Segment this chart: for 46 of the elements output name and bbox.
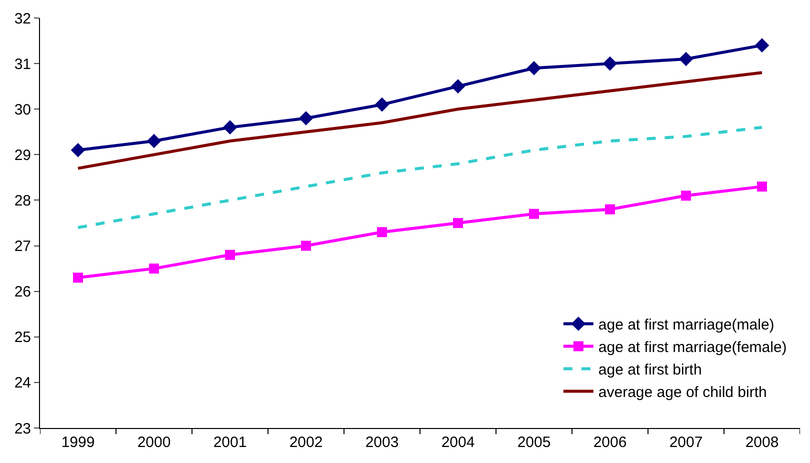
y-tick-label: 29 [14, 146, 31, 164]
x-tick-label: 1999 [61, 434, 95, 451]
x-tick-label: 2003 [365, 434, 399, 451]
x-tick-label: 2002 [289, 434, 323, 451]
point [602, 56, 618, 71]
point [450, 79, 466, 94]
y-tick-label: 26 [14, 284, 31, 301]
line-series [76, 71, 764, 170]
x-tick-label: 2008 [745, 434, 779, 451]
point [70, 142, 86, 158]
point [222, 120, 238, 134]
legend-label: age at first birth [598, 362, 702, 379]
x-tick-label: 2001 [213, 434, 247, 451]
y-tick-label: 27 [14, 238, 31, 256]
y-tick-label: 31 [14, 56, 31, 73]
point [225, 250, 235, 260]
point [298, 111, 314, 126]
y-tick-label: 23 [14, 420, 31, 438]
point [377, 227, 387, 238]
legend-label: age at first marriage(male) [598, 316, 774, 334]
legend-label: age at first marriage(female) [598, 339, 787, 356]
point [529, 208, 539, 219]
point [678, 52, 694, 66]
x-tick-label: 2007 [669, 434, 703, 451]
y-tick-label: 28 [14, 192, 31, 210]
x-tick-label: 2006 [593, 434, 627, 451]
y-tick-label: 25 [14, 329, 31, 346]
legend-label: average age of child birth [598, 384, 767, 402]
point [453, 218, 463, 228]
point [754, 38, 770, 52]
point [374, 97, 390, 112]
y-tick-label: 24 [14, 374, 31, 392]
x-tick-label: 2004 [441, 434, 475, 451]
x-tick-label: 2005 [517, 434, 551, 451]
point [605, 204, 615, 214]
point [757, 182, 767, 192]
line-series [76, 126, 764, 230]
x-tick-label: 2000 [137, 434, 171, 451]
point [146, 134, 162, 148]
point [149, 264, 159, 274]
point [526, 60, 542, 76]
y-tick-label: 30 [14, 101, 31, 118]
y-tick-label: 32 [14, 10, 31, 28]
point [73, 272, 83, 283]
point [681, 190, 691, 201]
point [301, 240, 311, 251]
